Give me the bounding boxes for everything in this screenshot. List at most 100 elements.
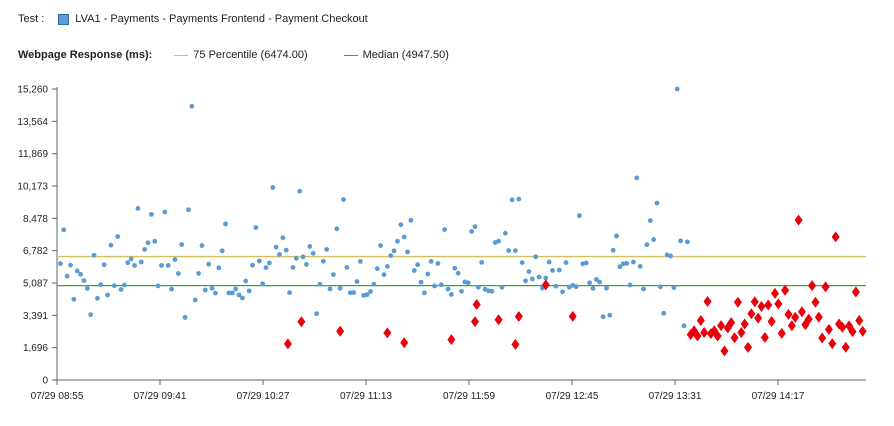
data-point bbox=[563, 260, 569, 265]
data-point bbox=[115, 234, 121, 239]
alert-point bbox=[744, 341, 753, 353]
data-point bbox=[95, 295, 100, 301]
data-point bbox=[165, 263, 171, 268]
data-point bbox=[523, 278, 528, 284]
data-point bbox=[310, 250, 316, 256]
data-point bbox=[432, 283, 437, 289]
data-point bbox=[280, 235, 286, 241]
y-tick-label: 0 bbox=[42, 376, 48, 387]
data-point bbox=[654, 200, 660, 206]
data-point bbox=[132, 263, 137, 268]
alert-point bbox=[770, 287, 779, 299]
data-point bbox=[219, 248, 225, 254]
alert-point bbox=[824, 323, 833, 335]
alert-point bbox=[791, 311, 800, 323]
data-point bbox=[290, 265, 296, 270]
data-point bbox=[246, 288, 252, 294]
alert-point bbox=[696, 314, 705, 326]
data-point bbox=[199, 243, 205, 248]
y-tick-label: 6,782 bbox=[23, 246, 48, 257]
data-point bbox=[250, 262, 255, 268]
alert-point bbox=[814, 311, 823, 323]
alert-point bbox=[750, 296, 759, 308]
alert-point bbox=[774, 298, 783, 310]
data-point bbox=[91, 252, 97, 258]
data-point bbox=[74, 268, 80, 274]
y-tick-label: 11,869 bbox=[18, 149, 48, 160]
data-point bbox=[374, 266, 380, 271]
data-point bbox=[577, 213, 582, 219]
data-point bbox=[68, 262, 73, 268]
alert-point bbox=[767, 315, 776, 327]
data-point bbox=[152, 238, 158, 244]
alert-point bbox=[841, 341, 850, 353]
data-point bbox=[398, 222, 404, 228]
data-point bbox=[678, 238, 684, 244]
data-point bbox=[438, 282, 444, 288]
data-point bbox=[196, 271, 201, 276]
alert-point bbox=[784, 308, 793, 320]
data-point bbox=[644, 242, 650, 248]
data-point bbox=[57, 261, 63, 266]
data-point bbox=[233, 286, 239, 292]
data-point bbox=[307, 244, 313, 249]
data-point bbox=[418, 279, 424, 285]
legend-row: Webpage Response (ms): 75 Percentile (64… bbox=[18, 49, 485, 61]
alert-point bbox=[821, 281, 830, 293]
alert-point bbox=[740, 318, 749, 330]
data-point bbox=[607, 312, 613, 318]
data-point bbox=[597, 279, 603, 285]
data-point bbox=[125, 260, 131, 266]
data-point bbox=[122, 282, 127, 288]
data-point bbox=[128, 256, 134, 262]
data-point bbox=[651, 237, 657, 242]
data-point bbox=[684, 239, 690, 245]
data-point bbox=[452, 265, 458, 271]
alert-point bbox=[797, 306, 806, 318]
data-point bbox=[347, 290, 353, 296]
data-point bbox=[293, 255, 299, 261]
series-swatch bbox=[58, 13, 70, 25]
median-line-icon bbox=[343, 54, 358, 56]
data-point bbox=[334, 226, 340, 232]
data-point bbox=[111, 283, 117, 289]
alert-point bbox=[568, 310, 577, 322]
y-tick-label: 8,478 bbox=[23, 214, 48, 225]
data-point bbox=[239, 295, 245, 301]
legend-item-percentile[interactable]: 75 Percentile (6474.00) bbox=[174, 49, 308, 61]
data-point bbox=[587, 280, 592, 286]
data-point bbox=[108, 242, 114, 248]
data-point bbox=[411, 268, 417, 273]
data-point bbox=[661, 310, 667, 316]
data-point bbox=[415, 262, 421, 268]
data-point bbox=[624, 261, 630, 266]
alert-point bbox=[760, 331, 769, 343]
data-point bbox=[381, 272, 387, 278]
data-point bbox=[428, 258, 434, 264]
data-point bbox=[202, 287, 208, 293]
data-point bbox=[499, 284, 505, 290]
alert-point bbox=[383, 327, 392, 339]
data-point bbox=[590, 285, 596, 291]
legend-item-median[interactable]: Median (4947.50) bbox=[343, 49, 449, 61]
alert-point bbox=[858, 325, 867, 337]
data-point bbox=[465, 280, 471, 286]
data-point bbox=[61, 227, 67, 233]
data-point bbox=[536, 274, 542, 280]
data-point bbox=[189, 103, 195, 109]
test-name: LVA1 - Payments - Payments Frontend - Pa… bbox=[75, 13, 368, 25]
data-point bbox=[405, 249, 410, 255]
alert-point bbox=[794, 214, 803, 226]
data-point bbox=[368, 289, 373, 294]
data-point bbox=[78, 271, 83, 277]
alert-point bbox=[297, 316, 306, 328]
data-point bbox=[142, 247, 148, 252]
data-point bbox=[256, 258, 262, 264]
data-point bbox=[105, 292, 110, 298]
data-point bbox=[277, 252, 282, 257]
data-point bbox=[226, 290, 232, 296]
data-point bbox=[388, 253, 394, 258]
data-point bbox=[270, 185, 276, 190]
data-point bbox=[614, 233, 619, 239]
y-tick-label: 15,260 bbox=[17, 85, 48, 96]
